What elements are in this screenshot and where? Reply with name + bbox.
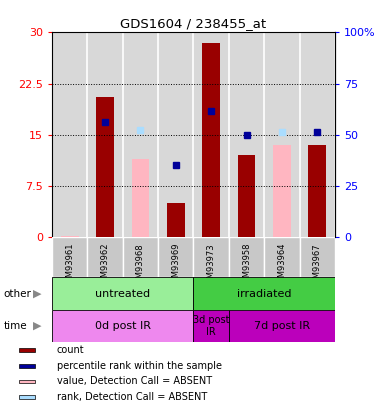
Text: 7d post IR: 7d post IR	[254, 321, 310, 331]
Text: percentile rank within the sample: percentile rank within the sample	[57, 361, 222, 371]
Bar	[52, 310, 193, 342]
Bar	[193, 237, 229, 277]
Bar	[229, 310, 335, 342]
Text: time: time	[4, 321, 27, 331]
Text: ▶: ▶	[33, 321, 41, 331]
Bar	[229, 237, 264, 277]
Bar	[19, 395, 35, 399]
Text: rank, Detection Call = ABSENT: rank, Detection Call = ABSENT	[57, 392, 207, 402]
Text: 0d post IR: 0d post IR	[95, 321, 151, 331]
Bar	[61, 236, 79, 237]
Bar	[19, 379, 35, 384]
Bar	[123, 237, 158, 277]
Text: GSM93964: GSM93964	[277, 243, 286, 288]
Bar	[308, 145, 326, 237]
Text: GSM93969: GSM93969	[171, 243, 180, 288]
Bar	[19, 348, 35, 352]
Bar	[52, 277, 193, 310]
Bar	[158, 237, 193, 277]
Bar	[193, 277, 335, 310]
Bar	[238, 155, 255, 237]
Bar	[264, 237, 300, 277]
Bar	[87, 237, 123, 277]
Text: value, Detection Call = ABSENT: value, Detection Call = ABSENT	[57, 377, 212, 386]
Title: GDS1604 / 238455_at: GDS1604 / 238455_at	[121, 17, 266, 30]
Text: GSM93958: GSM93958	[242, 243, 251, 288]
Bar	[273, 145, 291, 237]
Bar	[132, 158, 149, 237]
Text: untreated: untreated	[95, 289, 150, 298]
Text: 3d post
IR: 3d post IR	[193, 315, 229, 337]
Text: count: count	[57, 345, 84, 355]
Bar	[52, 237, 87, 277]
Bar	[193, 310, 229, 342]
Bar	[300, 237, 335, 277]
Text: irradiated: irradiated	[237, 289, 291, 298]
Bar	[19, 364, 35, 368]
Text: GSM93973: GSM93973	[207, 243, 216, 289]
Text: GSM93967: GSM93967	[313, 243, 322, 289]
Bar	[167, 203, 185, 237]
Text: ▶: ▶	[33, 289, 41, 298]
Bar	[96, 97, 114, 237]
Text: other: other	[4, 289, 32, 298]
Bar	[202, 43, 220, 237]
Text: GSM93968: GSM93968	[136, 243, 145, 289]
Text: GSM93962: GSM93962	[100, 243, 110, 288]
Text: GSM93961: GSM93961	[65, 243, 74, 288]
